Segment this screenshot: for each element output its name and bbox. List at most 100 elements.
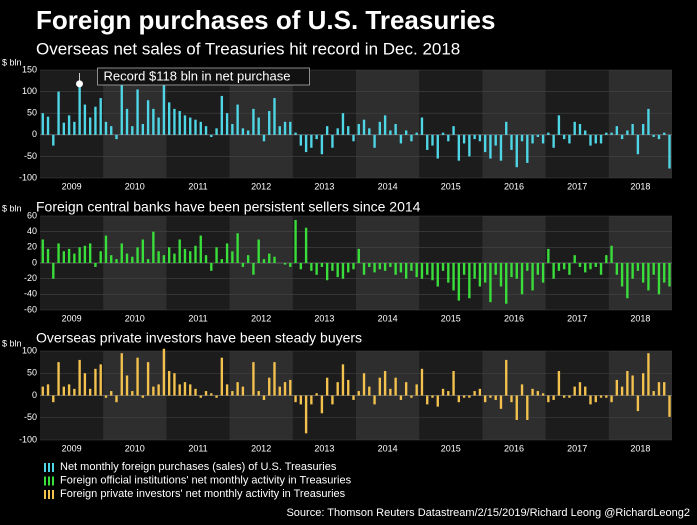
y-tick-label: -60	[24, 304, 37, 314]
y-tick-label: 0	[32, 257, 37, 267]
bar	[231, 251, 234, 263]
bar	[589, 395, 592, 405]
legend-swatch	[48, 476, 50, 486]
bar	[325, 126, 329, 135]
bar	[531, 388, 534, 396]
bar	[526, 263, 529, 271]
bar	[352, 263, 355, 270]
bar	[562, 263, 566, 270]
bar	[110, 255, 113, 263]
bar	[520, 263, 524, 295]
bar	[231, 124, 234, 135]
bar	[494, 263, 497, 275]
bar	[578, 382, 582, 396]
bar	[431, 134, 434, 146]
bar	[236, 233, 239, 263]
bar	[510, 263, 513, 278]
bar	[268, 253, 271, 263]
bar	[320, 263, 324, 267]
y-tick-label: 0	[32, 390, 37, 400]
bar	[294, 395, 297, 403]
bar	[304, 395, 308, 434]
bar	[457, 263, 461, 301]
bar	[294, 219, 297, 263]
bar	[526, 134, 529, 163]
bar	[562, 134, 566, 140]
bar	[310, 395, 313, 405]
bar	[52, 395, 55, 403]
bar	[88, 388, 92, 396]
bar	[473, 391, 476, 396]
bar	[136, 89, 139, 135]
bar	[336, 128, 339, 135]
bar	[183, 382, 187, 396]
bar	[299, 395, 303, 405]
bar	[99, 364, 102, 396]
x-tick-label: 2015	[441, 443, 461, 453]
bar	[610, 245, 613, 263]
bar	[552, 134, 555, 148]
year-band	[608, 70, 672, 178]
bar	[157, 117, 160, 135]
bar	[473, 263, 476, 279]
legend-swatch	[52, 463, 54, 472]
bar	[194, 388, 197, 396]
bar	[426, 134, 429, 150]
bar	[115, 134, 118, 140]
bar	[199, 395, 202, 398]
x-tick-label: 2009	[62, 443, 82, 453]
bar	[568, 395, 571, 398]
bar	[46, 384, 50, 396]
bar	[57, 91, 60, 135]
bar	[357, 391, 360, 396]
bar	[52, 263, 55, 279]
panel-title: Overseas net sales of Treasuries hit rec…	[36, 39, 460, 58]
bar	[578, 124, 582, 135]
bar	[136, 357, 139, 396]
bar	[83, 245, 87, 263]
bar	[289, 263, 292, 267]
bar	[410, 134, 413, 142]
y-tick-label: 0	[32, 129, 37, 139]
bar	[289, 379, 292, 396]
bar	[499, 134, 503, 161]
bar	[104, 235, 108, 263]
legend-label: Net monthly foreign purchases (sales) of…	[60, 461, 337, 473]
bar	[541, 134, 545, 144]
bar	[610, 395, 613, 403]
bar	[404, 263, 408, 279]
year-band	[482, 70, 546, 178]
bar	[547, 248, 550, 263]
bar	[220, 259, 224, 263]
x-tick-label: 2017	[567, 443, 587, 453]
bar	[315, 263, 318, 275]
legend-swatch	[52, 476, 54, 486]
bar	[452, 371, 455, 396]
bar	[499, 395, 503, 409]
bar	[104, 395, 108, 398]
bar	[210, 134, 213, 137]
year-band	[356, 70, 420, 178]
bar	[620, 386, 624, 396]
y-tick-label: 100	[22, 345, 37, 355]
bar	[505, 359, 508, 396]
bar	[505, 263, 508, 304]
bar	[584, 130, 587, 135]
bar	[141, 239, 145, 263]
bar	[173, 108, 176, 135]
bar	[668, 395, 671, 417]
bar	[620, 134, 624, 140]
bar	[41, 386, 44, 396]
bar	[436, 395, 439, 407]
bar	[315, 393, 318, 396]
bar	[252, 108, 255, 135]
bar	[573, 255, 576, 263]
bar	[115, 395, 118, 403]
y-tick-label: -50	[24, 412, 37, 422]
bar	[131, 391, 134, 396]
bar	[357, 124, 360, 135]
bar	[152, 231, 155, 263]
bar	[178, 239, 181, 263]
bar	[584, 263, 587, 273]
bar	[426, 263, 429, 275]
